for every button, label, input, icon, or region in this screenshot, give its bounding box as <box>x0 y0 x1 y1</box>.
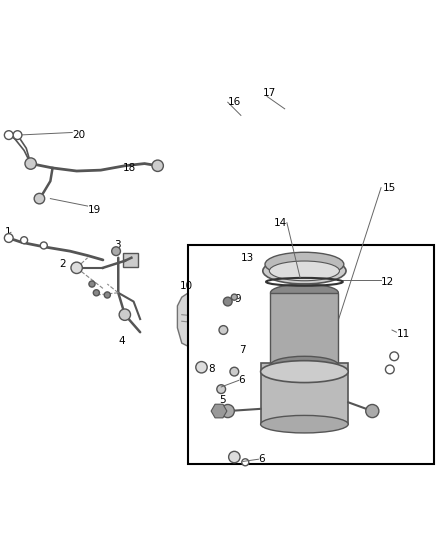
Circle shape <box>21 237 28 244</box>
Circle shape <box>221 405 234 418</box>
Ellipse shape <box>270 284 338 302</box>
Ellipse shape <box>263 258 346 284</box>
Circle shape <box>34 193 45 204</box>
Circle shape <box>366 405 379 418</box>
Text: 12: 12 <box>381 277 394 287</box>
Circle shape <box>93 290 99 296</box>
Text: 11: 11 <box>396 329 410 340</box>
Circle shape <box>219 326 228 334</box>
Text: 16: 16 <box>228 97 241 107</box>
Bar <box>270 293 338 365</box>
Circle shape <box>112 247 120 255</box>
Circle shape <box>196 361 207 373</box>
Ellipse shape <box>269 261 339 281</box>
Ellipse shape <box>300 326 366 352</box>
Text: 10: 10 <box>180 281 193 291</box>
Circle shape <box>40 242 47 249</box>
Circle shape <box>119 309 131 320</box>
Circle shape <box>223 297 232 306</box>
Text: 18: 18 <box>123 163 136 173</box>
Text: 17: 17 <box>263 88 276 99</box>
Circle shape <box>89 281 95 287</box>
Text: 6: 6 <box>239 375 245 385</box>
Circle shape <box>13 131 22 140</box>
Circle shape <box>217 385 226 393</box>
Circle shape <box>229 451 240 463</box>
Text: 20: 20 <box>72 130 85 140</box>
Circle shape <box>231 294 237 300</box>
Circle shape <box>242 459 249 466</box>
Text: 13: 13 <box>241 253 254 263</box>
Ellipse shape <box>261 361 348 383</box>
Bar <box>188 245 434 464</box>
Text: 4: 4 <box>118 336 125 346</box>
Bar <box>123 253 138 266</box>
Text: 3: 3 <box>114 240 120 249</box>
Text: 8: 8 <box>208 365 215 374</box>
Circle shape <box>104 292 110 298</box>
Circle shape <box>385 365 394 374</box>
Circle shape <box>230 367 239 376</box>
Polygon shape <box>211 404 227 418</box>
Circle shape <box>4 131 13 140</box>
Text: 15: 15 <box>383 183 396 192</box>
Ellipse shape <box>261 415 348 433</box>
Circle shape <box>152 160 163 172</box>
Text: 19: 19 <box>88 205 101 215</box>
Ellipse shape <box>265 252 344 276</box>
Text: 6: 6 <box>258 454 265 464</box>
Circle shape <box>25 158 36 169</box>
Polygon shape <box>177 293 210 350</box>
Text: 9: 9 <box>234 294 241 304</box>
Bar <box>300 339 366 387</box>
Bar <box>328 391 338 400</box>
Text: 14: 14 <box>274 217 287 228</box>
Text: 1: 1 <box>4 228 11 237</box>
Text: 7: 7 <box>239 345 245 355</box>
Circle shape <box>71 262 82 273</box>
Bar <box>261 363 348 424</box>
Circle shape <box>390 352 399 361</box>
Text: 2: 2 <box>59 260 66 269</box>
Circle shape <box>4 233 13 243</box>
Ellipse shape <box>270 356 338 374</box>
Text: 5: 5 <box>219 395 226 405</box>
